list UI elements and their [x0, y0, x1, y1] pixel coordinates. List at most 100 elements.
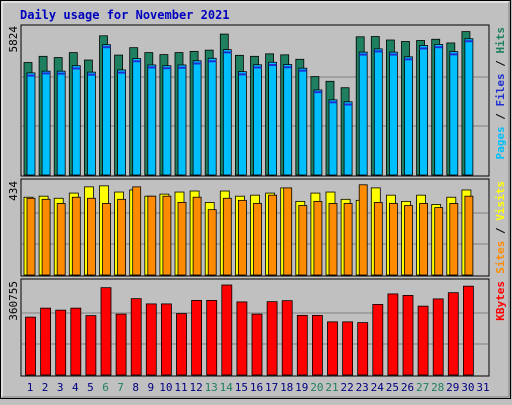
bar-pages-day-25 [389, 53, 398, 56]
bar-files-day-5 [87, 71, 96, 176]
x-label-day-18: 18 [280, 381, 293, 394]
bar-sites-day-7 [117, 198, 126, 276]
bar-sites-day-21 [328, 203, 338, 276]
bar-pages-day-5 [87, 73, 96, 76]
visits-legend: Sites / Visits [494, 181, 507, 274]
x-label-day-8: 8 [132, 381, 139, 394]
visits-legend-item-1: / [494, 221, 507, 241]
bar-kbytes-day-17 [266, 301, 278, 376]
chart-title: Daily usage for November 2021 [20, 8, 230, 22]
bar-pages-day-7 [117, 71, 126, 74]
x-label-day-20: 20 [310, 381, 323, 394]
bar-kbytes-day-7 [115, 313, 127, 376]
bar-files-day-10 [162, 65, 172, 176]
x-label-day-26: 26 [401, 381, 414, 394]
x-label-day-2: 2 [42, 381, 49, 394]
bar-sites-day-16 [253, 203, 262, 276]
bar-sites-day-18 [283, 187, 293, 276]
bar-sites-day-30 [464, 195, 474, 276]
bar-kbytes-day-20 [311, 314, 323, 376]
kbytes-legend-item-0: KBytes [494, 281, 507, 321]
bar-files-day-21 [328, 99, 338, 176]
bar-kbytes-day-26 [402, 295, 414, 376]
bar-kbytes-day-18 [281, 300, 293, 376]
bar-kbytes-day-16 [251, 313, 263, 376]
x-label-day-30: 30 [461, 381, 474, 394]
bar-kbytes-day-23 [357, 322, 369, 376]
bar-files-day-22 [343, 101, 353, 176]
bar-pages-day-29 [449, 53, 458, 56]
hits-legend-item-3: / [494, 54, 507, 74]
bar-sites-day-24 [373, 202, 383, 276]
x-label-day-24: 24 [371, 381, 385, 394]
hits-legend-item-1: / [494, 107, 507, 127]
bar-kbytes-day-28 [432, 298, 444, 376]
bar-files-day-19 [298, 67, 308, 176]
bar-sites-day-2 [41, 198, 51, 276]
bar-pages-day-19 [298, 69, 307, 72]
hits-legend-item-4: Hits [494, 27, 507, 54]
bar-pages-day-6 [102, 46, 111, 49]
bar-kbytes-day-19 [296, 314, 308, 376]
bar-pages-day-30 [464, 40, 473, 43]
bar-pages-day-12 [193, 62, 202, 65]
bar-files-day-13 [207, 57, 217, 176]
bar-files-day-16 [253, 64, 262, 176]
bar-files-day-8 [132, 58, 142, 176]
bar-sites-day-4 [71, 196, 81, 276]
bar-files-day-3 [56, 70, 66, 176]
x-label-day-3: 3 [57, 381, 64, 394]
bar-sites-day-8 [132, 186, 142, 276]
bar-pages-day-10 [162, 67, 171, 70]
bar-files-day-6 [102, 44, 111, 176]
bar-files-day-1 [26, 72, 36, 176]
bar-kbytes-day-13 [206, 300, 218, 376]
x-axis-labels: 1 2 3 4 5 6 7 8 9 10 11 12 13 14 15 16 17 18 19 20 21 22 23 24 2… [27, 381, 490, 394]
x-label-day-25: 25 [386, 381, 399, 394]
bar-kbytes-day-14 [221, 284, 233, 376]
x-label-day-29: 29 [446, 381, 459, 394]
bar-files-day-14 [222, 49, 232, 176]
bar-kbytes-day-4 [70, 307, 82, 376]
bar-sites-day-1 [26, 197, 36, 276]
hits-legend: Pages / Files / Hits [494, 27, 507, 160]
bar-files-day-30 [464, 38, 474, 176]
hits-legend-item-2: Files [494, 73, 507, 106]
bar-sites-day-5 [87, 197, 96, 276]
bar-kbytes-day-30 [462, 285, 474, 376]
bar-files-day-12 [192, 60, 202, 176]
bar-kbytes-day-10 [160, 303, 172, 376]
x-label-day-16: 16 [250, 381, 263, 394]
x-label-day-9: 9 [147, 381, 154, 394]
bar-files-day-20 [313, 89, 323, 176]
bar-pages-day-27 [419, 47, 428, 50]
bar-pages-day-4 [72, 67, 81, 70]
x-label-day-12: 12 [189, 381, 202, 394]
bar-pages-day-16 [253, 66, 262, 69]
bar-kbytes-day-27 [417, 305, 429, 376]
bar-kbytes-day-12 [191, 300, 203, 376]
bar-kbytes-day-1 [25, 316, 36, 376]
x-label-day-5: 5 [87, 381, 94, 394]
bar-sites-day-13 [207, 209, 217, 276]
bar-sites-day-19 [298, 205, 308, 276]
x-label-day-31: 31 [476, 381, 489, 394]
x-label-day-11: 11 [174, 381, 187, 394]
bar-kbytes-day-29 [447, 292, 459, 376]
x-label-day-1: 1 [27, 381, 34, 394]
bar-sites-day-14 [222, 197, 232, 276]
x-label-day-27: 27 [416, 381, 429, 394]
bar-files-day-9 [147, 64, 157, 176]
kbytes-max-label: 360755 [7, 281, 20, 321]
bar-pages-day-13 [208, 60, 217, 63]
kbytes-legend: KBytes [494, 281, 507, 321]
bar-sites-day-26 [404, 205, 413, 276]
bars-layer [22, 31, 488, 376]
x-label-day-13: 13 [205, 381, 218, 394]
bar-kbytes-day-3 [55, 309, 67, 376]
bar-kbytes-day-6 [100, 287, 112, 376]
bar-sites-day-15 [237, 199, 247, 276]
x-label-day-6: 6 [102, 381, 109, 394]
visits-max-label: 434 [7, 181, 20, 201]
